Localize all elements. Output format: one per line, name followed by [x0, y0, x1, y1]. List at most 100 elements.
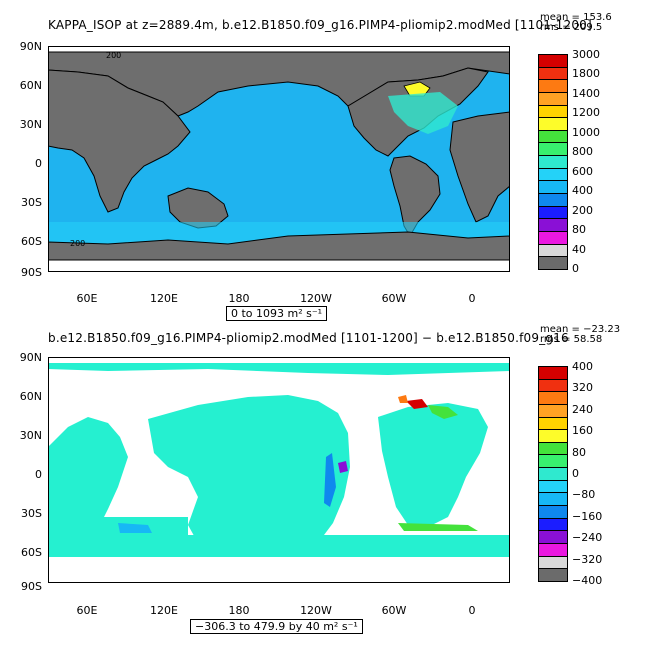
panel2-lat-60s: 60S — [21, 546, 42, 559]
panel1-rms: rms = 209.5 — [540, 22, 603, 33]
colorbar-swatch — [539, 143, 567, 157]
colorbar-label: 600 — [572, 164, 593, 178]
panel1-lat-90s: 90S — [21, 266, 42, 279]
colorbar-label: 400 — [572, 184, 593, 198]
colorbar-swatch — [539, 556, 567, 570]
colorbar-swatch — [539, 480, 567, 494]
panel2-title: b.e12.B1850.f09_g16.PIMP4-pliomip2.modMe… — [48, 331, 569, 345]
colorbar-label: −80 — [572, 488, 596, 502]
panel2-frame — [48, 357, 510, 583]
panel1-title: KAPPA_ISOP at z=2889.4m, b.e12.B1850.f09… — [48, 18, 592, 32]
panel2-indian-ocean — [48, 417, 128, 537]
panel2-lon-0: 0 — [468, 604, 476, 617]
panel2-north-atlantic-green — [428, 405, 458, 419]
panel1-lon-120e: 120E — [150, 292, 178, 305]
colorbar-swatch — [539, 379, 567, 393]
colorbar-swatch — [539, 442, 567, 456]
colorbar-swatch — [539, 244, 567, 258]
colorbar-swatch — [539, 569, 567, 581]
panel1-range-label: 0 to 1093 m² s⁻¹ — [226, 306, 328, 321]
panel2-pacific — [148, 395, 350, 547]
colorbar-label: 1400 — [572, 86, 600, 100]
panel2-north-atlantic-orange — [398, 395, 408, 403]
colorbar-swatch — [539, 367, 567, 380]
colorbar-swatch — [539, 404, 567, 418]
colorbar-label: −240 — [572, 531, 603, 545]
panel2-lat-30n: 30N — [19, 429, 42, 442]
colorbar-label: 200 — [572, 203, 593, 217]
colorbar-swatch — [539, 92, 567, 106]
colorbar-swatch — [539, 468, 567, 481]
panel1-contour-label: 200 — [70, 239, 85, 248]
panel1-lon-0: 0 — [468, 292, 476, 305]
panel1-lon-180: 180 — [228, 292, 250, 305]
panel2-lon-60w: 60W — [381, 604, 407, 617]
colorbar-label: 1000 — [572, 125, 600, 139]
panel2-indian-blue — [118, 523, 152, 533]
colorbar-label: 1200 — [572, 106, 600, 120]
colorbar-label: −400 — [572, 574, 603, 587]
panel2-arctic-band — [48, 363, 510, 375]
colorbar-swatch — [539, 194, 567, 207]
panel2-south-atlantic-green — [398, 523, 478, 531]
colorbar-label: 800 — [572, 145, 593, 159]
panel2-range-label: −306.3 to 479.9 by 40 m² s⁻¹ — [190, 619, 363, 634]
colorbar-swatch — [539, 455, 567, 469]
panel1-australia — [167, 187, 229, 229]
colorbar-swatch — [539, 67, 567, 81]
panel1-mean: mean = 153.6 — [540, 12, 612, 23]
colorbar-swatch — [539, 168, 567, 182]
colorbar-label: −160 — [572, 509, 603, 523]
panel1-colorbar — [538, 54, 568, 270]
colorbar-swatch — [539, 105, 567, 119]
panel2-mean: mean = −23.23 — [540, 324, 621, 335]
panel1-lat-30s: 30S — [21, 196, 42, 209]
colorbar-swatch — [539, 130, 567, 144]
colorbar-label: 320 — [572, 381, 593, 395]
panel2-pacific-blue-strip — [324, 453, 336, 507]
colorbar-label: 0 — [572, 262, 579, 275]
panel2-lat-90n: 90N — [19, 351, 42, 364]
panel2-lat-30s: 30S — [21, 507, 42, 520]
colorbar-swatch — [539, 257, 567, 269]
panel2-southern-ocean — [48, 535, 510, 557]
colorbar-swatch — [539, 156, 567, 169]
colorbar-swatch — [539, 231, 567, 245]
panel1-africa-east — [449, 111, 510, 223]
panel2-lon-60e: 60E — [76, 604, 98, 617]
panel2-lon-120e: 120E — [150, 604, 178, 617]
panel2-lon-180: 180 — [228, 604, 250, 617]
panel2-lat-0: 0 — [35, 468, 42, 481]
panel2-rms: rms = 58.58 — [540, 334, 603, 345]
colorbar-label: 1800 — [572, 67, 600, 81]
colorbar-label: 80 — [572, 445, 586, 459]
panel2-lon-120w: 120W — [300, 604, 332, 617]
colorbar-label: −320 — [572, 552, 603, 566]
panel1-antarctica — [48, 231, 510, 261]
panel1-eurasia-africa — [48, 69, 191, 213]
panel1-lon-120w: 120W — [300, 292, 332, 305]
panel2-pacific-purple — [338, 461, 348, 473]
panel2-atlantic — [378, 403, 488, 527]
panel2-map — [48, 357, 510, 583]
colorbar-swatch — [539, 543, 567, 557]
colorbar-swatch — [539, 55, 567, 68]
colorbar-swatch — [539, 181, 567, 195]
panel2-lat-90s: 90S — [21, 580, 42, 593]
colorbar-swatch — [539, 80, 567, 93]
colorbar-swatch — [539, 219, 567, 232]
panel1-lat-60s: 60S — [21, 235, 42, 248]
panel1-lon-60e: 60E — [76, 292, 98, 305]
panel1-lat-90n: 90N — [19, 40, 42, 53]
panel2-lat-60n: 60N — [19, 390, 42, 403]
panel1-lat-0: 0 — [35, 157, 42, 170]
panel1-greenland-hotspot — [403, 81, 431, 97]
colorbar-swatch — [539, 206, 567, 220]
colorbar-label: 160 — [572, 424, 593, 438]
colorbar-swatch — [539, 392, 567, 405]
colorbar-swatch — [539, 518, 567, 532]
panel1-lat-60n: 60N — [19, 79, 42, 92]
colorbar-label: 0 — [572, 467, 579, 480]
panel1-frame — [48, 46, 510, 272]
panel2-north-atlantic-red — [406, 399, 428, 409]
